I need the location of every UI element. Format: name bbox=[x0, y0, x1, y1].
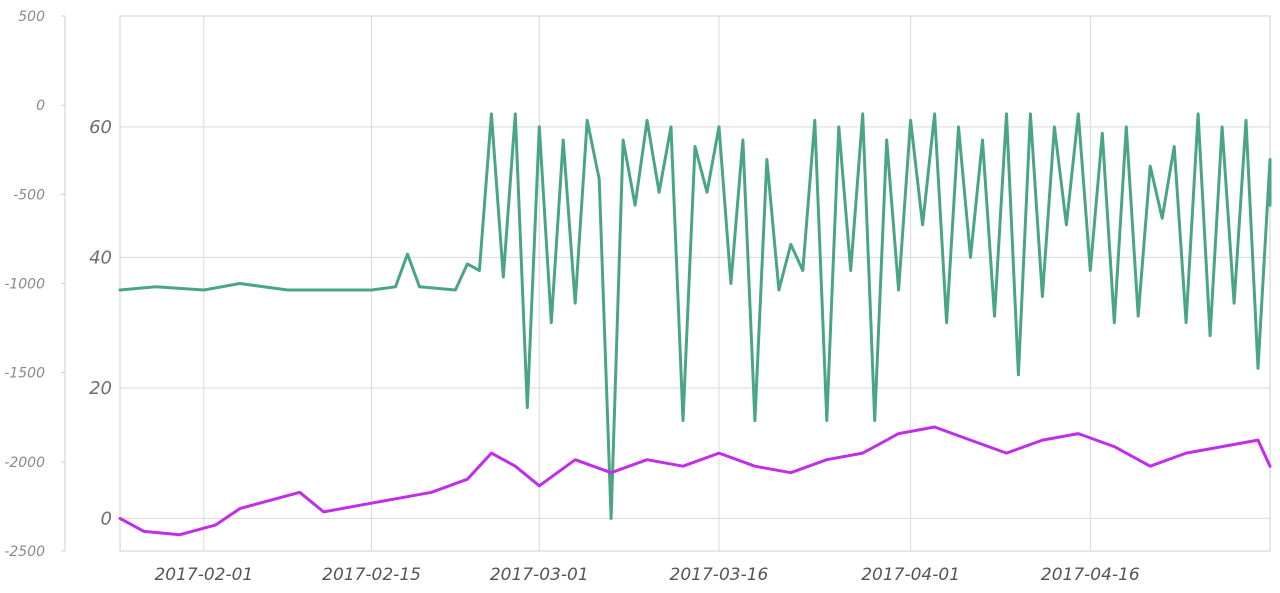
axes bbox=[61, 15, 1271, 552]
grid bbox=[120, 16, 1270, 551]
inner-y-tick-label: 20 bbox=[89, 378, 112, 399]
series-group bbox=[118, 112, 1272, 537]
tick-labels: 500 0 -500 -1000 -1500 -2000 -2500 60 40 20 0 2017-… bbox=[4, 9, 1140, 585]
x-tick-label: 2017-02-01 bbox=[154, 565, 253, 585]
outer-y-tick-label: -1500 bbox=[4, 366, 45, 382]
x-tick-label: 2017-03-16 bbox=[670, 565, 769, 585]
plot-area bbox=[119, 15, 1271, 552]
series-line-1 bbox=[118, 112, 1272, 520]
inner-y-tick-label: 60 bbox=[89, 117, 112, 138]
outer-y-tick-label: -2000 bbox=[4, 455, 45, 471]
series-line-2 bbox=[118, 425, 1272, 537]
outer-y-tick-label: -2500 bbox=[4, 544, 45, 560]
outer-y-tick-label: -500 bbox=[13, 187, 45, 203]
x-tick-label: 2017-04-16 bbox=[1041, 565, 1140, 585]
inner-y-tick-label: 40 bbox=[89, 247, 112, 268]
x-tick-label: 2017-04-01 bbox=[861, 565, 960, 585]
inner-y-tick-label: 0 bbox=[101, 508, 112, 529]
x-tick-label: 2017-02-15 bbox=[322, 565, 421, 585]
outer-y-tick-label: -1000 bbox=[4, 277, 45, 293]
x-tick-label: 2017-03-01 bbox=[490, 565, 589, 585]
outer-y-tick-label: 500 bbox=[18, 9, 45, 25]
outer-y-tick-label: 0 bbox=[36, 98, 45, 114]
